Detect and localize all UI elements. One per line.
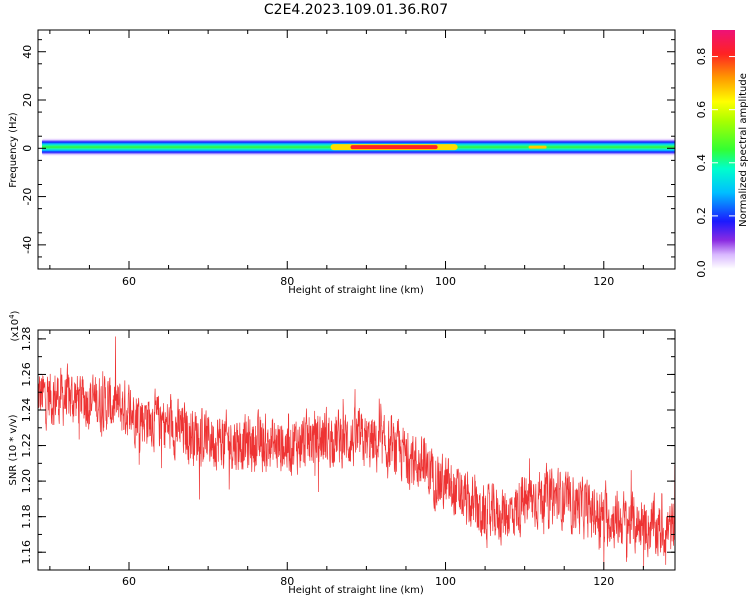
top-x-axis-label: Height of straight line (km) (288, 285, 424, 296)
y-tick-label: 1.22 (20, 433, 33, 458)
x-tick-label: 120 (593, 275, 614, 288)
band-hotspot (350, 145, 438, 150)
bottom-y-axis-label: SNR (10 * v/v) (8, 414, 19, 485)
x-tick-label: 80 (280, 275, 294, 288)
top-x-axis: 60 80 100 120 (49, 30, 644, 288)
y-tick-label: 1.26 (20, 362, 33, 387)
x-tick-label: 80 (280, 575, 294, 588)
top-y-axis: -40 -20 0 20 40 (21, 39, 675, 258)
colorbar-tick-label: 0.4 (695, 154, 708, 172)
x-tick-label: 100 (435, 275, 456, 288)
y-tick-label: 1.24 (20, 398, 33, 423)
y-multiplier-exponent: 4 (8, 314, 16, 319)
colorbar-tick-label: 0.8 (695, 48, 708, 66)
colorbar: 0.0 0.2 0.4 0.6 0.8 Normalized spectral ampl… (695, 30, 749, 278)
y-tick-label: 0 (21, 145, 34, 152)
snr-panel: 60 80 100 120 1.161.181.201.221.241.261.28 … (8, 310, 676, 596)
colorbar-gradient (712, 30, 735, 269)
y-tick-label: -40 (21, 236, 34, 254)
spectrogram-panel: 60 80 100 120 -40 -20 0 20 40 Height of straigh… (8, 29, 676, 296)
bottom-x-axis-label: Height of straight line (km) (288, 585, 424, 596)
y-tick-label: 20 (21, 93, 34, 107)
colorbar-label: Normalized spectral amplitude (738, 73, 749, 227)
band-warm-spot (528, 145, 547, 149)
top-y-axis-label: Frequency (Hz) (8, 112, 19, 188)
y-multiplier: (x104) (8, 310, 21, 341)
x-tick-label: 60 (122, 575, 136, 588)
bottom-x-axis: 60 80 100 120 (49, 330, 644, 588)
y-tick-label: -20 (21, 188, 34, 206)
bottom-y-axis: 1.16 1.18 1.20 1.22 1.24 1.26 1.28 (20, 327, 675, 571)
top-plot-frame (37, 29, 676, 270)
spectral-band (41, 137, 675, 157)
colorbar-tick-label: 0.0 (695, 260, 708, 278)
x-tick-label: 60 (122, 275, 136, 288)
x-tick-label: 120 (593, 575, 614, 588)
y-tick-label: 1.18 (20, 504, 33, 529)
y-tick-label: 40 (21, 45, 34, 59)
y-tick-label: 1.20 (20, 469, 33, 494)
y-tick-label: 1.16 (20, 540, 33, 565)
x-tick-label: 100 (435, 575, 456, 588)
snr-series-line (38, 336, 675, 570)
bottom-plot-frame (37, 329, 676, 571)
colorbar-tick-label: 0.6 (695, 101, 708, 119)
y-tick-label: 1.28 (20, 327, 33, 352)
colorbar-ticks: 0.0 0.2 0.4 0.6 0.8 (695, 48, 735, 278)
colorbar-tick-label: 0.2 (695, 207, 708, 225)
figure-title: C2E4.2023.109.01.36.R07 (264, 2, 448, 18)
